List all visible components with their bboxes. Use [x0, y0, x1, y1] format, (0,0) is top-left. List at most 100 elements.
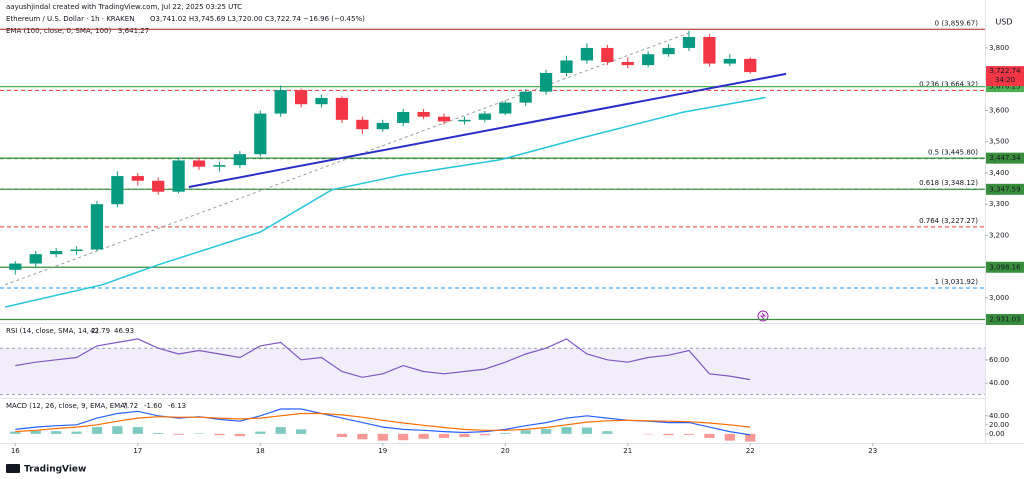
x-tick-label: 17 [133, 447, 142, 455]
y-tick-label: 3,000 [989, 294, 1009, 302]
candle-body [335, 97, 349, 120]
candle-body [519, 91, 532, 103]
y-tick-label: 3,500 [989, 138, 1009, 146]
candle-body [294, 90, 308, 105]
indicator-title: RSI (14, close, SMA, 14, 2) [6, 327, 99, 335]
fib-label: 0 (3,859.67) [935, 19, 979, 27]
fib-ratio: 0.764 [919, 217, 940, 225]
fib-price: (3,664.32) [941, 80, 978, 88]
histogram-bar [132, 427, 143, 434]
candle-body [274, 90, 287, 114]
candle-body [601, 47, 614, 62]
y-tick-label: 3,200 [989, 231, 1009, 239]
candle-body [376, 122, 389, 130]
ema-legend: EMA (100, close, 0, SMA, 100) [6, 27, 111, 35]
histogram-bar [357, 433, 368, 440]
x-tick-label: 22 [746, 447, 755, 455]
candle-body [662, 47, 675, 55]
candle-body [356, 119, 369, 130]
histogram-bar [418, 433, 429, 439]
histogram-bar [234, 433, 245, 437]
candle-body [744, 58, 757, 73]
histogram-bar [459, 433, 470, 438]
trend-line [188, 72, 787, 188]
histogram-bar [153, 432, 164, 434]
candle-body [417, 112, 430, 117]
histogram-bar [581, 427, 593, 434]
candle-body [560, 60, 573, 73]
y-tick-label: 3,600 [989, 106, 1009, 114]
logo-text: TradingView [24, 465, 86, 475]
indicator-value: -7.72 [120, 402, 138, 410]
ema-line [4, 96, 766, 308]
fib-label: 0.618 (3,348.12) [919, 179, 978, 187]
support-box [986, 261, 1024, 273]
support-label: 2,931.03 [989, 315, 1020, 323]
histogram-bar [51, 431, 62, 434]
x-tick-label: 19 [378, 447, 387, 455]
candle-body [172, 160, 185, 192]
x-tick-label: 18 [256, 447, 265, 455]
candle-body [437, 116, 451, 122]
author-note: aayushjindal created with TradingView.co… [6, 3, 242, 11]
histogram-bar [500, 432, 511, 434]
candle-body [682, 37, 696, 48]
fib-price: (3,859.67) [941, 19, 978, 27]
candle-body [621, 62, 634, 66]
x-tick-label: 16 [11, 447, 20, 455]
indicator-value: 42.79 [90, 327, 110, 335]
histogram-bar [745, 433, 756, 442]
support-box [986, 313, 1024, 325]
countdown: 34:20 [995, 76, 1015, 84]
candle-body [254, 113, 267, 155]
fib-ratio: 0.236 [919, 80, 940, 88]
candle-body [213, 165, 226, 167]
candle-body [580, 47, 594, 61]
y-tick-label: 40.00 [989, 379, 1009, 387]
histogram-bar [479, 433, 490, 436]
y-tick-label: 40.00 [989, 412, 1009, 420]
candle-body [315, 97, 328, 105]
indicator-line [15, 338, 751, 381]
histogram-bar [683, 433, 695, 435]
support-label: 3,676.25 [989, 83, 1020, 91]
fib-label: 0.5 (3,445.80) [928, 149, 978, 157]
histogram-bar [10, 431, 21, 434]
ema-value: 3,641.27 [118, 27, 149, 35]
histogram-bar [398, 433, 409, 441]
histogram-bar [336, 433, 348, 438]
fib-ratio: 0 [935, 19, 939, 27]
fib-price: (3,031.92) [941, 278, 978, 286]
support-box [986, 183, 1024, 195]
support-label: 3,347.59 [989, 185, 1020, 193]
y-tick-label: 3,800 [989, 44, 1009, 52]
candle-body [152, 180, 165, 192]
candle-body [70, 249, 83, 252]
fib-ratio: 0.618 [919, 179, 939, 187]
histogram-bar [520, 430, 531, 434]
x-tick-label: 20 [501, 447, 510, 455]
histogram-bar [724, 433, 735, 441]
support-box [986, 81, 1024, 93]
indicator-line [15, 412, 751, 433]
histogram-bar [663, 433, 674, 436]
candle-body [9, 263, 22, 270]
candle-body [499, 102, 512, 114]
fib-ratio: 0.5 [928, 149, 939, 157]
support-label: 3,098.16 [989, 263, 1021, 271]
candle-body [131, 176, 144, 181]
histogram-bar [561, 427, 572, 434]
y-tick-label: 0.00 [989, 430, 1005, 438]
currency: USD [995, 18, 1012, 27]
y-tick-label: 3,300 [989, 200, 1009, 208]
fib-trend-line [4, 32, 690, 286]
histogram-bar [704, 433, 715, 438]
indicator-value: -6.13 [168, 402, 186, 410]
candle-body [29, 254, 42, 264]
candle-body [539, 72, 553, 92]
indicator-title: MACD (12, 26, close, 9, EMA, EMA) [6, 402, 128, 410]
histogram-bar [173, 433, 184, 435]
